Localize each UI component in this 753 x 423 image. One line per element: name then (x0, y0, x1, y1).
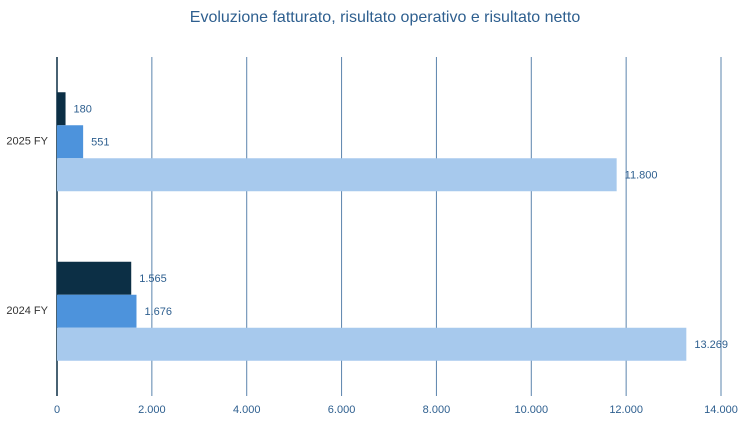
bar (57, 327, 687, 361)
x-tick-label: 2.000 (138, 404, 166, 416)
x-tick-label: 12.000 (609, 404, 643, 416)
y-tick-label: 2025 FY (6, 136, 48, 148)
y-tick-label: 2024 FY (6, 305, 48, 317)
bar (57, 125, 84, 159)
value-label: 13.269 (694, 339, 728, 351)
value-label: 1.565 (139, 273, 167, 285)
x-tick-label: 10.000 (514, 404, 548, 416)
bar (57, 261, 132, 295)
x-tick-label: 0 (54, 404, 60, 416)
x-tick-label: 4.000 (233, 404, 261, 416)
value-label: 180 (74, 104, 92, 116)
x-tick-label: 14.000 (704, 404, 738, 416)
x-tick-label: 6.000 (328, 404, 356, 416)
value-label: 551 (91, 137, 109, 149)
value-label: 1.676 (144, 306, 172, 318)
bar (57, 294, 137, 328)
bar (57, 92, 66, 126)
bar (57, 158, 617, 192)
chart-title: Evoluzione fatturato, risultato operativ… (190, 9, 581, 26)
value-label: 11.800 (625, 170, 658, 182)
x-tick-label: 8.000 (423, 404, 451, 416)
